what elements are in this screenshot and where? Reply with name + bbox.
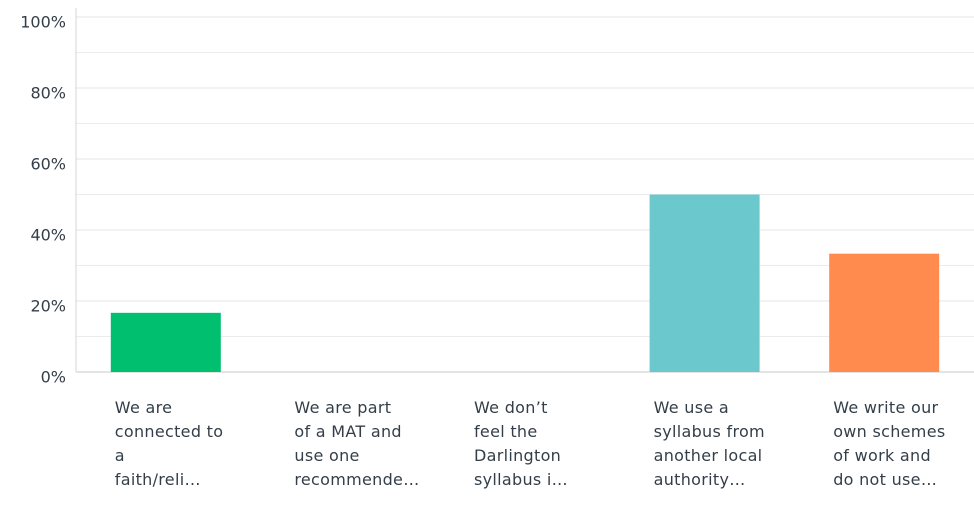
x-tick-label: We are connected to a faith/reli… — [114, 398, 224, 489]
y-tick-label: 0% — [41, 368, 66, 387]
x-tick-label: We are part of a MAT and use one recomme… — [294, 398, 420, 489]
y-tick-label: 20% — [30, 297, 66, 316]
bar — [649, 194, 760, 372]
bar — [829, 253, 940, 372]
y-tick-label: 60% — [30, 155, 66, 174]
x-tick-label: We use a syllabus from another local aut… — [653, 398, 765, 489]
x-tick-label: We write our own schemes of work and do … — [833, 398, 946, 489]
y-tick-label: 100% — [20, 13, 66, 32]
y-tick-label: 80% — [30, 84, 66, 103]
bar — [110, 312, 221, 372]
x-tick-label: We don’t feel the Darlington syllabus i… — [474, 398, 568, 489]
y-tick-label: 40% — [30, 226, 66, 245]
